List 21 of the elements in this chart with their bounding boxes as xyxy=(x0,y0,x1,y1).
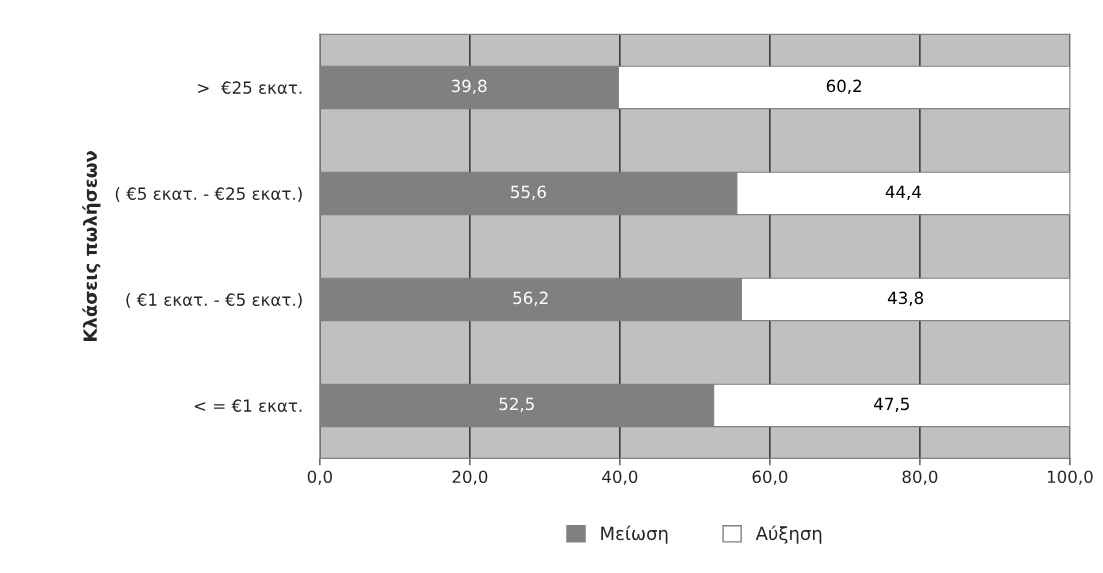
x-tick-label: 20,0 xyxy=(452,470,488,485)
legend-label: Μείωση xyxy=(601,525,668,544)
x-tick-label: 100,0 xyxy=(1047,470,1093,485)
y-axis-title: Κλάσεις πωλήσεων xyxy=(82,151,101,341)
data-label: 56,2 xyxy=(513,291,548,306)
y-tick-label: < = €1 εκατ. xyxy=(194,399,302,412)
x-tick-label: 80,0 xyxy=(902,470,938,485)
data-label: 47,5 xyxy=(874,397,909,412)
y-tick-label: ( €1 εκατ. - €5 εκατ.) xyxy=(126,293,302,308)
data-label: 43,8 xyxy=(887,291,924,306)
data-label: 52,5 xyxy=(499,397,534,412)
y-tick-label: ( €5 εκατ. - €25 εκατ.) xyxy=(115,187,302,202)
legend-label: Αύξηση xyxy=(755,525,822,544)
x-tick-label: 40,0 xyxy=(602,470,638,485)
data-label: 55,6 xyxy=(511,185,546,200)
data-label: 60,2 xyxy=(826,79,862,94)
y-tick-label: > €25 εκατ. xyxy=(198,81,302,94)
data-label: 44,4 xyxy=(885,185,922,200)
data-label: 39,8 xyxy=(451,79,487,94)
x-tick-label: 60,0 xyxy=(752,470,788,485)
x-tick-label: 0,0 xyxy=(307,470,333,485)
